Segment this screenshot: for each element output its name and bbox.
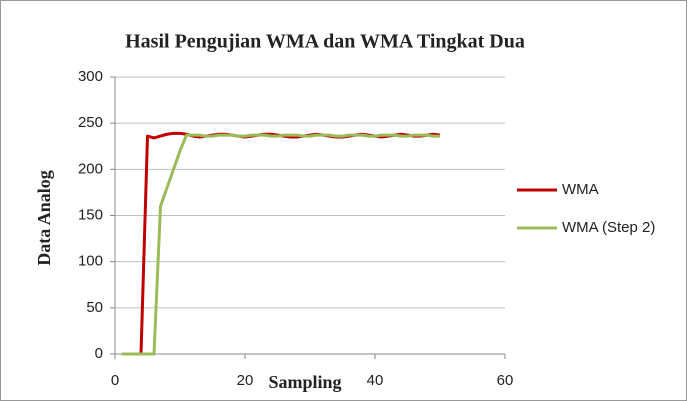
x-tick-label: 0 bbox=[111, 372, 119, 389]
y-axis-label: Data Analog bbox=[34, 170, 54, 266]
y-tick-label: 50 bbox=[86, 299, 103, 316]
legend-label: WMA (Step 2) bbox=[562, 219, 655, 236]
data-line bbox=[121, 133, 440, 356]
chart-title: Hasil Pengujian WMA dan WMA Tingkat Dua bbox=[125, 31, 525, 53]
x-tick-label: 40 bbox=[367, 372, 384, 389]
legend-label: WMA bbox=[562, 181, 599, 198]
x-tick-label: 20 bbox=[237, 372, 254, 389]
x-axis-label: Sampling bbox=[268, 372, 341, 392]
x-tick-label: 60 bbox=[497, 372, 514, 389]
y-tick-label: 300 bbox=[78, 68, 103, 85]
y-tick-label: 150 bbox=[78, 206, 103, 223]
y-tick-label: 200 bbox=[78, 160, 103, 177]
y-tick-label: 250 bbox=[78, 114, 103, 131]
y-tick-label: 0 bbox=[95, 345, 103, 362]
y-tick-label: 100 bbox=[78, 253, 103, 270]
